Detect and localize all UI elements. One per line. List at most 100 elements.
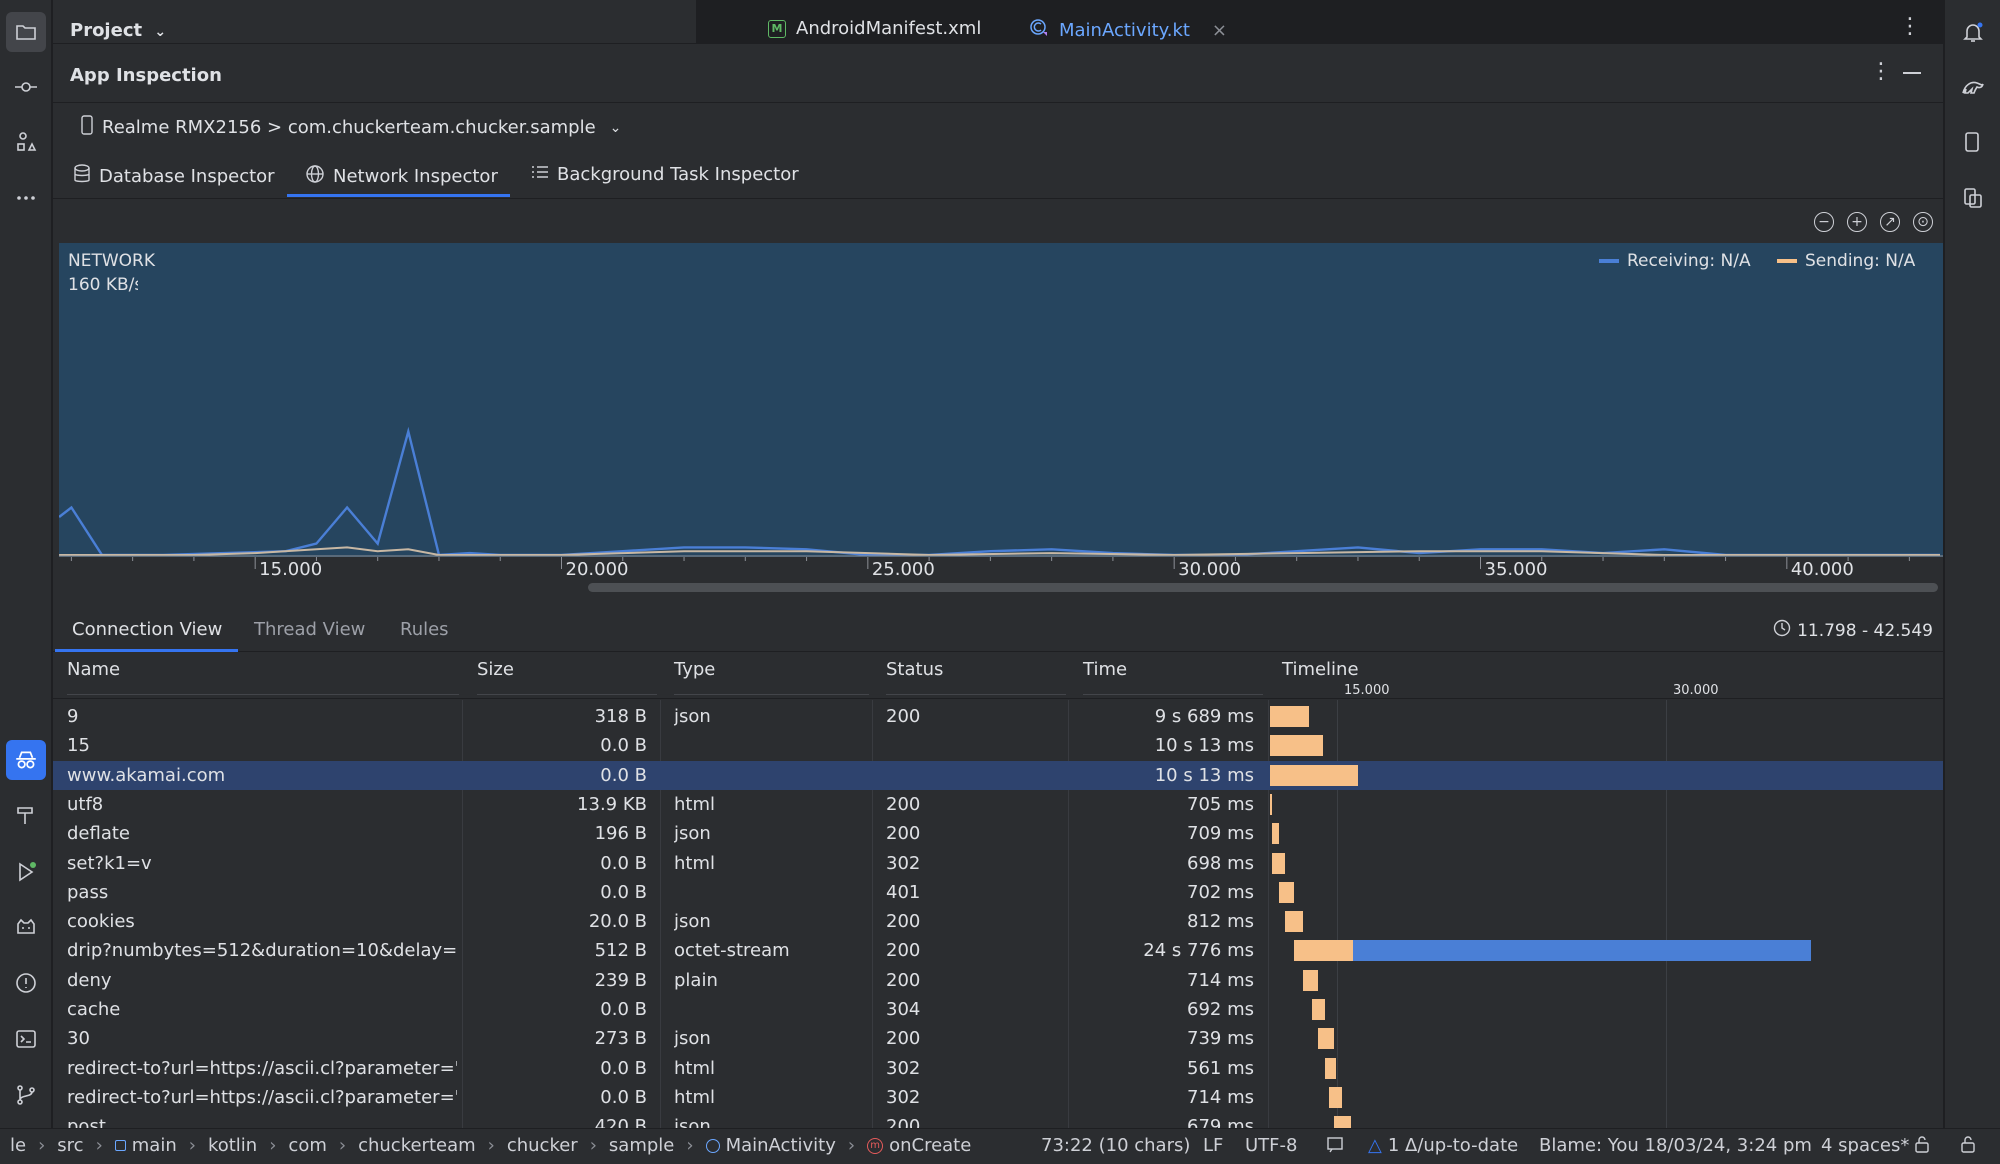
- vcs-status[interactable]: △ 1 Δ/up-to-date: [1368, 1135, 1518, 1156]
- timeline-sending-bar: [1333, 1116, 1352, 1128]
- editor-more-icon[interactable]: ⋮: [1899, 14, 1921, 39]
- column-time[interactable]: Time: [1083, 659, 1128, 680]
- column-separator: [660, 700, 661, 1128]
- module-icon: [114, 1140, 126, 1151]
- git-icon[interactable]: [6, 1075, 46, 1115]
- table-row[interactable]: deflate 196 B json 200 709 ms: [53, 819, 1943, 848]
- app-inspection-icon[interactable]: [6, 740, 46, 780]
- table-row[interactable]: 15 0.0 B 10 s 13 ms: [53, 731, 1943, 760]
- indent-setting[interactable]: 4 spaces*: [1821, 1135, 1910, 1156]
- panel-options-icon[interactable]: ⋮: [1870, 59, 1892, 84]
- column-separator: [462, 700, 463, 1128]
- cell-time: 679 ms: [1187, 1116, 1254, 1128]
- breadcrumb-item[interactable]: sample: [608, 1135, 675, 1156]
- table-row[interactable]: redirect-to?url=https://ascii.cl?paramet…: [53, 1083, 1943, 1112]
- breadcrumb-item[interactable]: onCreate: [889, 1135, 972, 1156]
- header-divider: [886, 694, 1066, 695]
- project-title: Project: [70, 20, 143, 41]
- structure-icon[interactable]: [6, 122, 46, 162]
- gradle-icon[interactable]: [1953, 67, 1993, 107]
- table-row[interactable]: pass 0.0 B 401 702 ms: [53, 878, 1943, 907]
- line-separator[interactable]: LF: [1203, 1135, 1224, 1156]
- tab-network-inspector[interactable]: Network Inspector: [305, 164, 498, 189]
- table-row[interactable]: 30 273 B json 200 739 ms: [53, 1024, 1943, 1053]
- cell-time: 739 ms: [1187, 1028, 1254, 1050]
- tab-rules[interactable]: Rules: [400, 619, 449, 640]
- zoom-to-selection-icon[interactable]: ⊙: [1913, 212, 1933, 232]
- commit-icon[interactable]: [6, 67, 46, 107]
- more-icon[interactable]: [6, 178, 46, 218]
- cell-name: pass: [67, 881, 109, 903]
- close-icon[interactable]: ×: [1211, 20, 1228, 41]
- cell-time: 812 ms: [1187, 911, 1254, 933]
- cell-time: 561 ms: [1187, 1057, 1254, 1079]
- lock-icon[interactable]: [1914, 1135, 1930, 1158]
- table-row[interactable]: deny 239 B plain 200 714 ms: [53, 966, 1943, 995]
- breadcrumb-item[interactable]: kotlin: [207, 1135, 258, 1156]
- table-row[interactable]: drip?numbytes=512&duration=10&delay=1&..…: [53, 936, 1943, 965]
- cell-time: 709 ms: [1187, 823, 1254, 845]
- readonly-lock-icon[interactable]: [1960, 1135, 1976, 1158]
- tab-thread-view[interactable]: Thread View: [254, 619, 366, 640]
- reader-mode-icon[interactable]: [1326, 1135, 1344, 1158]
- table-row[interactable]: www.akamai.com 0.0 B 10 s 13 ms: [53, 760, 1943, 790]
- table-row[interactable]: 9 318 B json 200 9 s 689 ms: [53, 702, 1943, 731]
- breadcrumb-item[interactable]: chucker: [506, 1135, 578, 1156]
- caret-position[interactable]: 73:22 (10 chars): [1041, 1135, 1191, 1156]
- breadcrumb-item[interactable]: main: [131, 1135, 177, 1156]
- table-row[interactable]: cache 0.0 B 304 692 ms: [53, 995, 1943, 1024]
- terminal-icon[interactable]: [6, 1019, 46, 1059]
- tab-connection-view[interactable]: Connection View: [72, 619, 223, 640]
- tab-android-manifest[interactable]: M AndroidManifest.xml: [768, 18, 981, 39]
- breadcrumb-item[interactable]: MainActivity: [725, 1135, 836, 1156]
- folder-icon[interactable]: [6, 12, 46, 52]
- table-row[interactable]: cookies 20.0 B json 200 812 ms: [53, 907, 1943, 936]
- vcs-status-label: 1 Δ/up-to-date: [1387, 1135, 1519, 1156]
- tab-background-task-inspector[interactable]: Background Task Inspector: [531, 164, 799, 185]
- device-manager-icon[interactable]: [1953, 122, 1993, 162]
- cell-time: 714 ms: [1187, 1086, 1254, 1108]
- breadcrumb-item[interactable]: chuckerteam: [358, 1135, 476, 1156]
- cell-status: 302: [886, 1057, 921, 1079]
- column-timeline[interactable]: Timeline: [1282, 659, 1359, 680]
- table-row[interactable]: utf8 13.9 KB html 200 705 ms: [53, 790, 1943, 819]
- problems-icon[interactable]: [6, 963, 46, 1003]
- column-status[interactable]: Status: [886, 659, 944, 680]
- tab-database-inspector[interactable]: Database Inspector: [73, 164, 275, 189]
- kotlin-class-icon: [1029, 18, 1049, 43]
- zoom-in-icon[interactable]: +: [1847, 212, 1867, 232]
- cell-type: html: [674, 1057, 716, 1079]
- column-type[interactable]: Type: [674, 659, 716, 680]
- breadcrumb-item[interactable]: src: [57, 1135, 84, 1156]
- reset-zoom-icon[interactable]: ↗: [1880, 212, 1900, 232]
- table-row[interactable]: set?k1=v 0.0 B html 302 698 ms: [53, 849, 1943, 878]
- chevron-right-icon: ›: [686, 1135, 694, 1156]
- run-icon[interactable]: [6, 852, 46, 892]
- breadcrumb-item[interactable]: com: [288, 1135, 327, 1156]
- cell-name: 9: [67, 706, 79, 727]
- table-row[interactable]: post 420 B json 200 679 ms: [53, 1112, 1943, 1128]
- build-icon[interactable]: [6, 796, 46, 836]
- cell-type: octet-stream: [674, 940, 790, 962]
- logcat-icon[interactable]: [6, 907, 46, 947]
- process-selector[interactable]: Realme RMX2156 > com.chuckerteam.chucker…: [80, 115, 621, 140]
- notifications-icon[interactable]: [1953, 12, 1993, 52]
- method-icon: m: [867, 1137, 884, 1154]
- column-size[interactable]: Size: [477, 659, 514, 680]
- blame-info[interactable]: Blame: You 18/03/24, 3:24 pm: [1539, 1135, 1812, 1156]
- file-encoding[interactable]: UTF-8: [1245, 1135, 1298, 1156]
- x-tick-label: 25.000: [871, 559, 935, 580]
- table-row[interactable]: redirect-to?url=https://ascii.cl?paramet…: [53, 1054, 1943, 1083]
- time-axis-ticks: [70, 557, 1910, 569]
- cell-size: 196 B: [594, 823, 647, 845]
- breadcrumb-item[interactable]: le: [10, 1135, 27, 1156]
- zoom-out-icon[interactable]: −: [1814, 212, 1834, 232]
- column-name[interactable]: Name: [67, 659, 121, 680]
- project-selector[interactable]: Project ⌄: [70, 20, 166, 41]
- network-chart[interactable]: NETWORK 160 KB/s Receiving: N/A Sending:…: [59, 243, 1943, 557]
- timeline-scrollbar[interactable]: [588, 583, 1938, 592]
- cell-name: redirect-to?url=https://ascii.cl?paramet…: [67, 1057, 457, 1079]
- minimize-icon[interactable]: [1903, 72, 1921, 74]
- tab-main-activity[interactable]: MainActivity.kt ×: [1029, 18, 1227, 43]
- running-devices-icon[interactable]: [1953, 178, 1993, 218]
